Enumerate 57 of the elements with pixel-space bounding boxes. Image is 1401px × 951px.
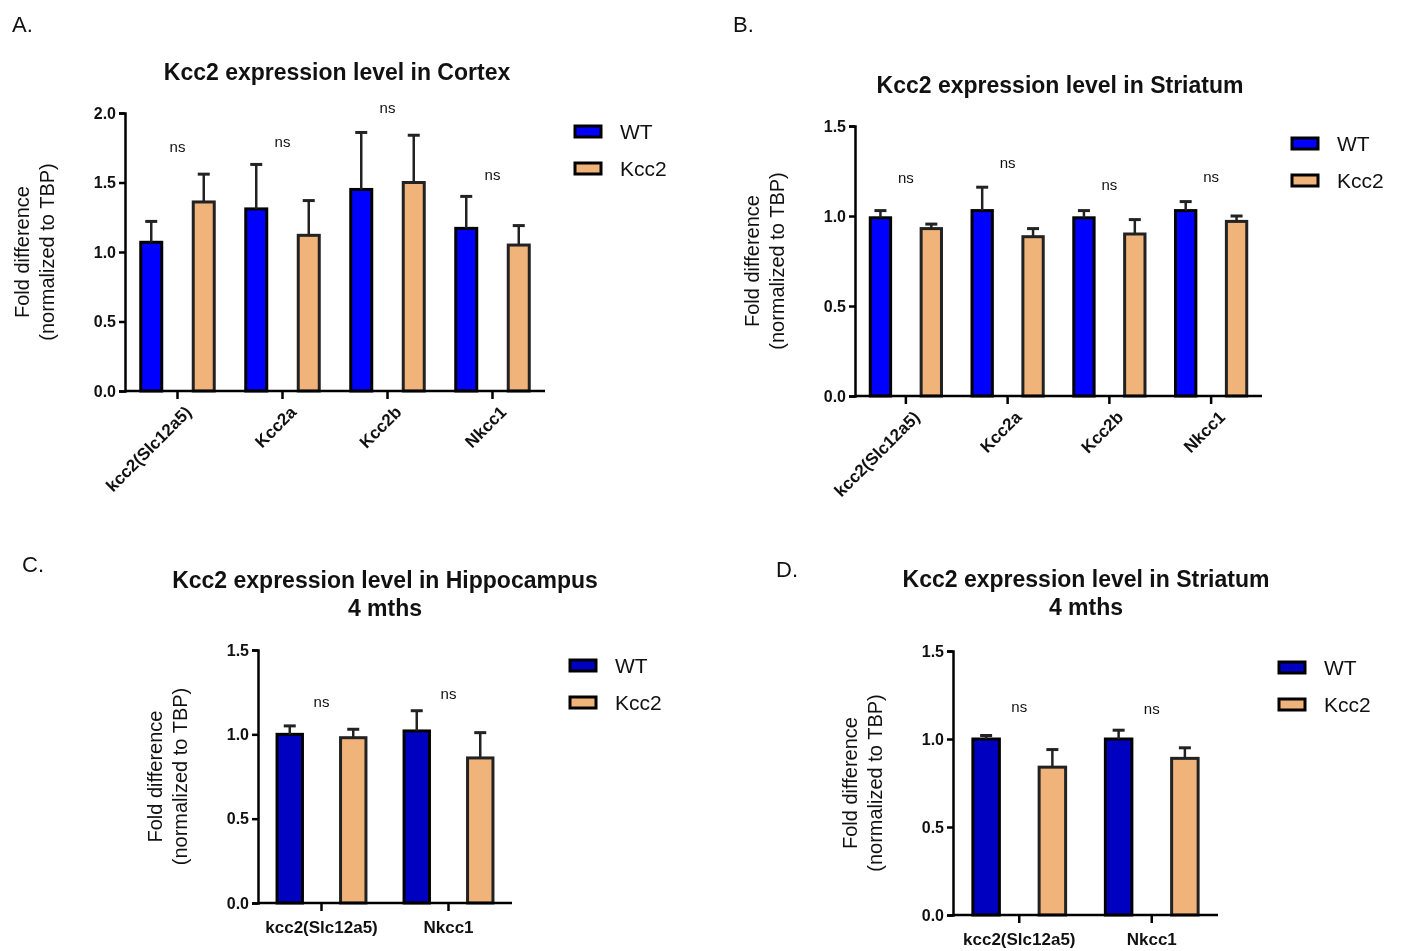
annotation: ns	[999, 154, 1016, 171]
legend-label: Kcc2	[1324, 693, 1371, 716]
x-tick-label: kcc2(Slc12a5)	[265, 917, 378, 937]
annotation: ns	[440, 685, 457, 702]
y-tick-label: 1.5	[823, 117, 847, 135]
legend-label: WT	[620, 120, 653, 143]
x-tick-label: Nkcc1	[1126, 929, 1177, 949]
legend-label: Kcc2	[615, 691, 662, 714]
y-tick-label: 2.0	[93, 104, 117, 122]
legend-label: WT	[1324, 656, 1357, 679]
annotation: ns	[1203, 168, 1220, 185]
chart-subtitle: 4 mths	[347, 595, 423, 621]
y-axis-title: Fold difference (normalized to TBP)	[839, 694, 886, 872]
bar	[1224, 219, 1249, 398]
x-tick-label: kcc2(Slc12a5)	[963, 929, 1076, 949]
y-tick-label: 1.0	[823, 207, 847, 225]
chart-title: Kcc2 expression level in Striatum	[902, 566, 1270, 592]
y-tick-label: 1.5	[226, 641, 250, 659]
text: C.	[22, 552, 44, 577]
text: D.	[776, 557, 798, 582]
y-axis-title: Fold difference (normalized to TBP)	[741, 172, 788, 350]
y-tick-label: 1.5	[93, 174, 117, 192]
legend-label: WT	[615, 654, 648, 677]
y-tick-label: 0.0	[921, 906, 945, 924]
y-tick-label: 1.5	[921, 642, 945, 660]
chart-title: Kcc2 expression level in Striatum	[876, 72, 1244, 98]
y-tick-label: 1.0	[93, 243, 117, 261]
annotation: ns	[484, 166, 501, 183]
annotation: ns	[1143, 700, 1160, 717]
text: B.	[733, 12, 754, 37]
y-tick-label: 0.5	[823, 297, 847, 315]
legend-label: Kcc2	[620, 157, 667, 180]
chart-title: Kcc2 expression level in Cortex	[163, 59, 511, 85]
annotation: ns	[274, 133, 291, 150]
chart-subtitle: 4 mths	[1048, 594, 1124, 620]
legend-label: Kcc2	[1337, 169, 1384, 192]
x-tick-label: Nkcc1	[423, 917, 474, 937]
y-tick-label: 0.5	[93, 313, 117, 331]
annotation: ns	[379, 99, 396, 116]
chart-title: Kcc2 expression level in Hippocampus	[172, 567, 598, 593]
y-tick-label: 0.0	[226, 894, 250, 912]
y-tick-label: 0.5	[226, 810, 250, 828]
y-axis-title: Fold difference (normalized to TBP)	[11, 163, 58, 341]
y-tick-label: 1.0	[226, 725, 250, 743]
legend-label: WT	[1337, 132, 1370, 155]
annotation: ns	[1101, 176, 1118, 193]
bar	[919, 227, 943, 398]
y-axis-title: Fold difference (normalized to TBP)	[144, 687, 191, 866]
y-tick-label: 0.5	[921, 818, 945, 836]
y-tick-label: 1.0	[921, 730, 945, 748]
text: A.	[12, 12, 33, 37]
annotation: ns	[313, 693, 330, 710]
annotation: ns	[1011, 698, 1028, 715]
y-tick-label: 0.0	[93, 382, 117, 400]
y-tick-label: 0.0	[823, 387, 847, 405]
annotation: ns	[169, 138, 186, 155]
annotation: ns	[897, 169, 914, 186]
